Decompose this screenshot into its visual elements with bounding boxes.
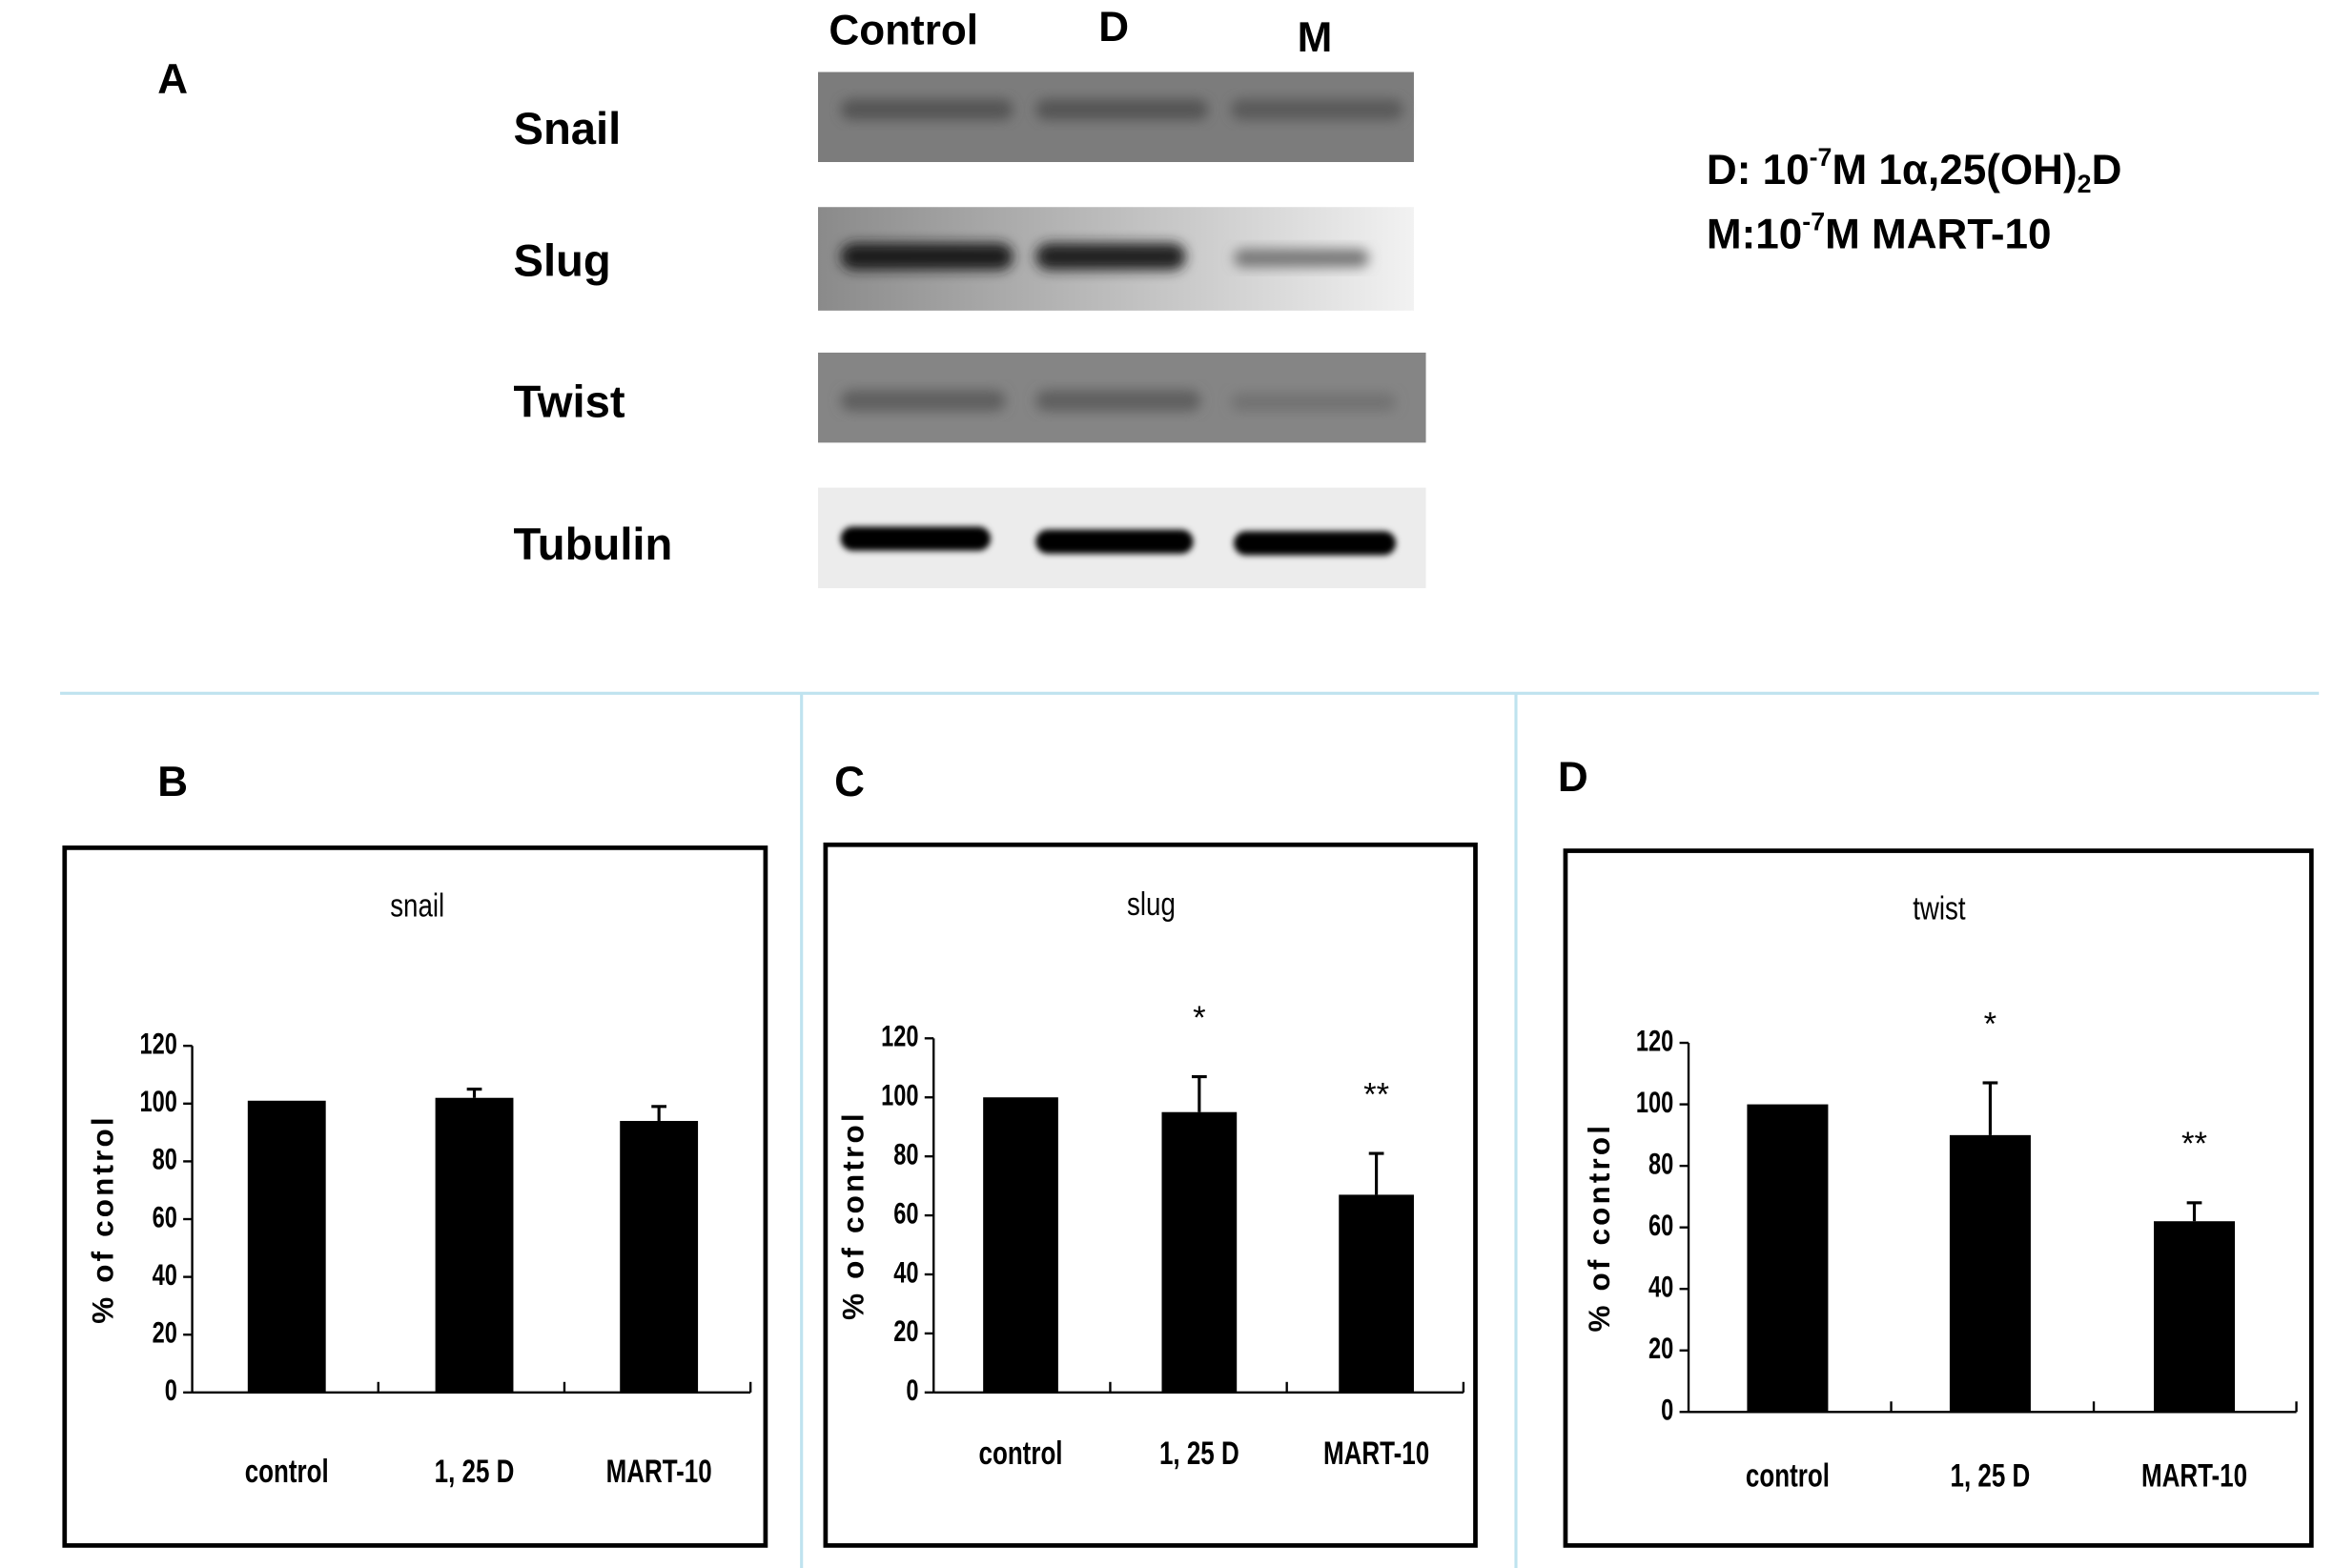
y-tick-label: 60 xyxy=(893,1196,918,1230)
y-tick-label: 40 xyxy=(153,1258,177,1292)
legend-text: M MART-10 xyxy=(1825,211,2051,257)
y-tick-label: 100 xyxy=(139,1085,176,1118)
y-tick-label: 0 xyxy=(906,1374,918,1407)
significance-label: ** xyxy=(2181,1126,2207,1162)
y-tick-label: 40 xyxy=(893,1255,918,1289)
row-label: Tubulin xyxy=(513,519,672,570)
row-label: Twist xyxy=(513,377,624,427)
x-tick-label: control xyxy=(979,1436,1063,1472)
lane-label: M xyxy=(1298,14,1333,61)
y-tick-label: 0 xyxy=(165,1374,177,1407)
blot-twist xyxy=(818,352,1426,443)
chart-frame xyxy=(1563,848,2314,1548)
y-tick-label: 40 xyxy=(1648,1270,1673,1303)
legend-text: D xyxy=(2092,147,2122,193)
chart-frame xyxy=(823,842,1478,1548)
x-tick-label: 1, 25 D xyxy=(435,1453,515,1489)
bar xyxy=(247,1100,326,1393)
legend-text: M 1α,25(OH) xyxy=(1832,147,2077,193)
y-tick-label: 60 xyxy=(1648,1209,1673,1242)
y-tick-label: 120 xyxy=(139,1027,176,1060)
chart-title: snail xyxy=(390,887,444,925)
significance-label: ** xyxy=(1363,1076,1389,1112)
y-tick-label: 80 xyxy=(893,1137,918,1171)
bar xyxy=(1949,1134,2031,1413)
legend-sup: -7 xyxy=(1802,208,1825,236)
x-tick-label: MART-10 xyxy=(1323,1436,1429,1472)
y-tick-label: 100 xyxy=(1636,1086,1673,1119)
blot-slug xyxy=(818,207,1414,311)
lane-label: D xyxy=(1098,4,1129,51)
row-label: Slug xyxy=(513,236,610,287)
blot-tubulin xyxy=(818,487,1426,589)
chart-title: slug xyxy=(1127,886,1176,923)
bar xyxy=(1161,1111,1238,1393)
blot-snail xyxy=(818,71,1414,163)
x-tick-label: 1, 25 D xyxy=(1951,1457,2031,1494)
y-tick-label: 120 xyxy=(881,1019,918,1052)
y-tick-label: 120 xyxy=(1636,1024,1673,1057)
row-label: Snail xyxy=(513,104,621,154)
x-tick-label: MART-10 xyxy=(2141,1457,2247,1494)
bar xyxy=(1339,1194,1414,1393)
lane-label: Control xyxy=(829,7,978,53)
panel-label: C xyxy=(834,759,865,805)
panel-label: B xyxy=(157,759,188,805)
y-tick-label: 0 xyxy=(1661,1393,1673,1426)
legend-line: M:10-7M MART-10 xyxy=(1707,208,2052,258)
chart-frame xyxy=(62,845,768,1548)
y-tick-label: 60 xyxy=(153,1200,177,1233)
x-tick-label: control xyxy=(1746,1457,1830,1494)
legend-sub: 2 xyxy=(2078,170,2092,198)
bar xyxy=(435,1097,514,1393)
y-tick-label: 20 xyxy=(893,1314,918,1348)
y-tick-label: 80 xyxy=(153,1142,177,1175)
chart-title: twist xyxy=(1913,890,1966,927)
y-axis-label: % of control xyxy=(837,1110,870,1320)
x-tick-label: MART-10 xyxy=(606,1453,712,1489)
legend-sup: -7 xyxy=(1810,143,1832,172)
bar xyxy=(620,1120,699,1393)
y-axis-label: % of control xyxy=(87,1114,120,1324)
panel-label: A xyxy=(157,56,188,103)
x-tick-label: 1, 25 D xyxy=(1159,1436,1239,1472)
legend-text: M:10 xyxy=(1707,211,1802,257)
x-tick-label: control xyxy=(245,1453,329,1489)
legend-text: D: 10 xyxy=(1707,147,1810,193)
significance-label: * xyxy=(1193,1000,1205,1036)
bar xyxy=(983,1097,1058,1393)
y-tick-label: 20 xyxy=(153,1315,177,1349)
bar xyxy=(2154,1221,2236,1413)
y-axis-label: % of control xyxy=(1583,1123,1616,1333)
significance-label: * xyxy=(1984,1006,1996,1042)
y-tick-label: 20 xyxy=(1648,1332,1673,1365)
y-tick-label: 80 xyxy=(1648,1147,1673,1180)
legend-line: D: 10-7M 1α,25(OH)2D xyxy=(1707,143,2122,198)
bar xyxy=(1747,1104,1829,1413)
panel-label: D xyxy=(1558,754,1588,801)
y-tick-label: 100 xyxy=(881,1078,918,1111)
